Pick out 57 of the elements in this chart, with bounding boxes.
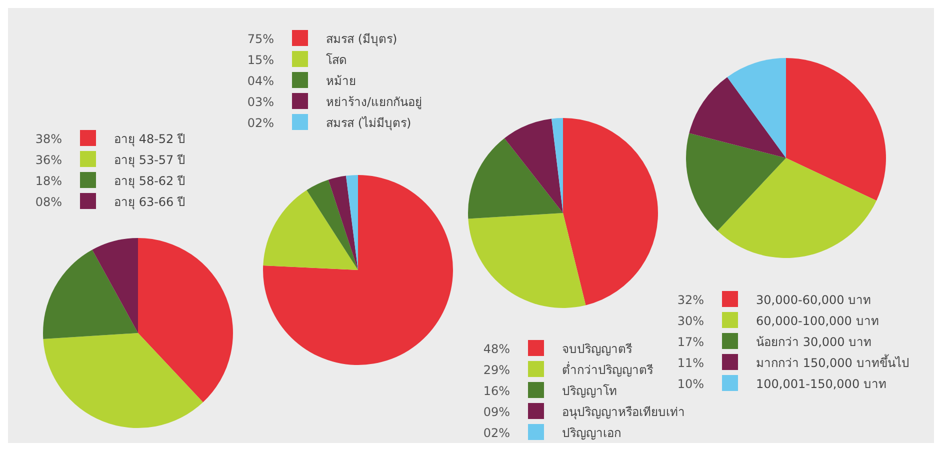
pie-slice (306, 180, 358, 270)
legend-label: 30,000-60,000 บาท (756, 293, 872, 307)
data-label: 10% (677, 377, 704, 391)
pie-slice (43, 333, 204, 428)
legend-label: อนุปริญญาหรือเทียบเท่า (562, 405, 685, 420)
data-label: 16% (483, 384, 510, 398)
legend-label: 100,001-150,000 บาท (756, 377, 886, 391)
data-label: 02% (483, 426, 510, 440)
data-label: 11% (677, 356, 704, 370)
pie-slice (92, 238, 138, 333)
legend-label: จบปริญญาตรี (562, 342, 633, 356)
data-label: 17% (677, 335, 704, 349)
data-label: 15% (247, 53, 274, 67)
pie-slice (263, 190, 358, 270)
pie-slice (689, 77, 786, 158)
legend-label: อายุ 48-52 ปี (114, 132, 186, 147)
legend-label: ปริญญาโท (562, 384, 617, 398)
pie-slice (727, 58, 786, 158)
legend-label: น้อยกว่า 30,000 บาท (756, 335, 872, 349)
pie-slice (786, 58, 886, 201)
pie-slice (346, 175, 358, 270)
legend-label: สมรส (มีบุตร) (326, 32, 398, 47)
legend-label: อายุ 63-66 ปี (114, 195, 186, 210)
pie-slice (468, 138, 563, 219)
pie-slice (552, 118, 563, 213)
legend-label: สมรส (ไม่มีบุตร) (326, 116, 412, 131)
data-label: 75% (247, 32, 274, 46)
data-label: 36% (35, 153, 62, 167)
pie-slice (563, 118, 658, 306)
data-label: 30% (677, 314, 704, 328)
data-label: 32% (677, 293, 704, 307)
pie-slice (328, 176, 358, 270)
legend-label: ปริญญาเอก (562, 426, 621, 440)
pie-slice (468, 213, 586, 308)
pie-slice (263, 175, 453, 365)
legend-label: หย่าร้าง/แยกกันอยู่ (326, 95, 422, 110)
data-label: 18% (35, 174, 62, 188)
data-label: 09% (483, 405, 510, 419)
data-label: 38% (35, 132, 62, 146)
legend-label: อายุ 58-62 ปี (114, 174, 186, 189)
data-label: 02% (247, 116, 274, 130)
legend-label: โสด (326, 53, 347, 67)
legend-label: หม้าย (326, 74, 356, 88)
legend-label: ต่ำกว่าปริญญาตรี (562, 361, 654, 377)
data-label: 08% (35, 195, 62, 209)
legend-label: มากกว่า 150,000 บาทขึ้นไป (756, 354, 910, 370)
pie-slice (718, 158, 876, 258)
pie-slice (43, 250, 138, 339)
data-label: 04% (247, 74, 274, 88)
legend-label: อายุ 53-57 ปี (114, 153, 186, 168)
data-label: 03% (247, 95, 274, 109)
pie-slice (138, 238, 233, 402)
pie-slice (504, 118, 563, 213)
data-label: 48% (483, 342, 510, 356)
pie-slice (686, 133, 786, 231)
data-label: 29% (483, 363, 510, 377)
legend-label: 60,000-100,000 บาท (756, 314, 879, 328)
